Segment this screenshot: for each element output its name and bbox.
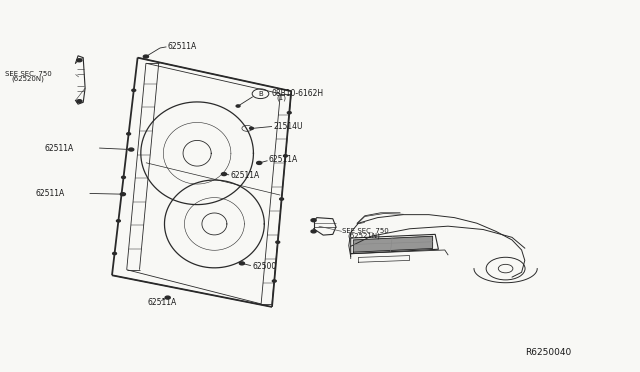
- Circle shape: [221, 173, 227, 176]
- Circle shape: [257, 161, 262, 164]
- Circle shape: [143, 55, 148, 58]
- Circle shape: [132, 89, 136, 92]
- Circle shape: [250, 127, 253, 129]
- Circle shape: [129, 148, 134, 151]
- Circle shape: [127, 133, 131, 135]
- Text: (62520N): (62520N): [12, 76, 44, 83]
- Text: 62511A: 62511A: [230, 171, 260, 180]
- Circle shape: [165, 296, 170, 299]
- Polygon shape: [353, 236, 433, 252]
- Circle shape: [287, 112, 291, 114]
- Circle shape: [239, 262, 244, 265]
- Circle shape: [276, 241, 280, 243]
- Text: 08B10-6162H: 08B10-6162H: [271, 89, 323, 97]
- Circle shape: [280, 198, 284, 200]
- Circle shape: [311, 230, 316, 233]
- Text: R6250040: R6250040: [525, 348, 571, 357]
- Text: B: B: [258, 91, 263, 97]
- Text: 62511A: 62511A: [168, 42, 197, 51]
- Text: (62521N): (62521N): [348, 233, 380, 240]
- Circle shape: [113, 252, 116, 254]
- Circle shape: [236, 105, 240, 107]
- Circle shape: [116, 220, 120, 222]
- Text: 62500: 62500: [252, 262, 276, 271]
- Circle shape: [77, 100, 82, 103]
- Circle shape: [77, 59, 82, 62]
- Circle shape: [311, 219, 316, 222]
- Text: 62511A: 62511A: [45, 144, 74, 153]
- Text: 62511A: 62511A: [269, 155, 298, 164]
- Circle shape: [284, 155, 287, 157]
- Text: 62511A: 62511A: [147, 298, 177, 307]
- Text: 21514U: 21514U: [273, 122, 303, 131]
- Text: (1): (1): [276, 94, 287, 101]
- Text: SEE SEC. 750: SEE SEC. 750: [5, 71, 52, 77]
- Circle shape: [120, 193, 125, 196]
- Circle shape: [273, 280, 276, 282]
- Text: 62511A: 62511A: [35, 189, 65, 198]
- Circle shape: [122, 176, 125, 179]
- Text: SEE SEC. 750: SEE SEC. 750: [342, 228, 389, 234]
